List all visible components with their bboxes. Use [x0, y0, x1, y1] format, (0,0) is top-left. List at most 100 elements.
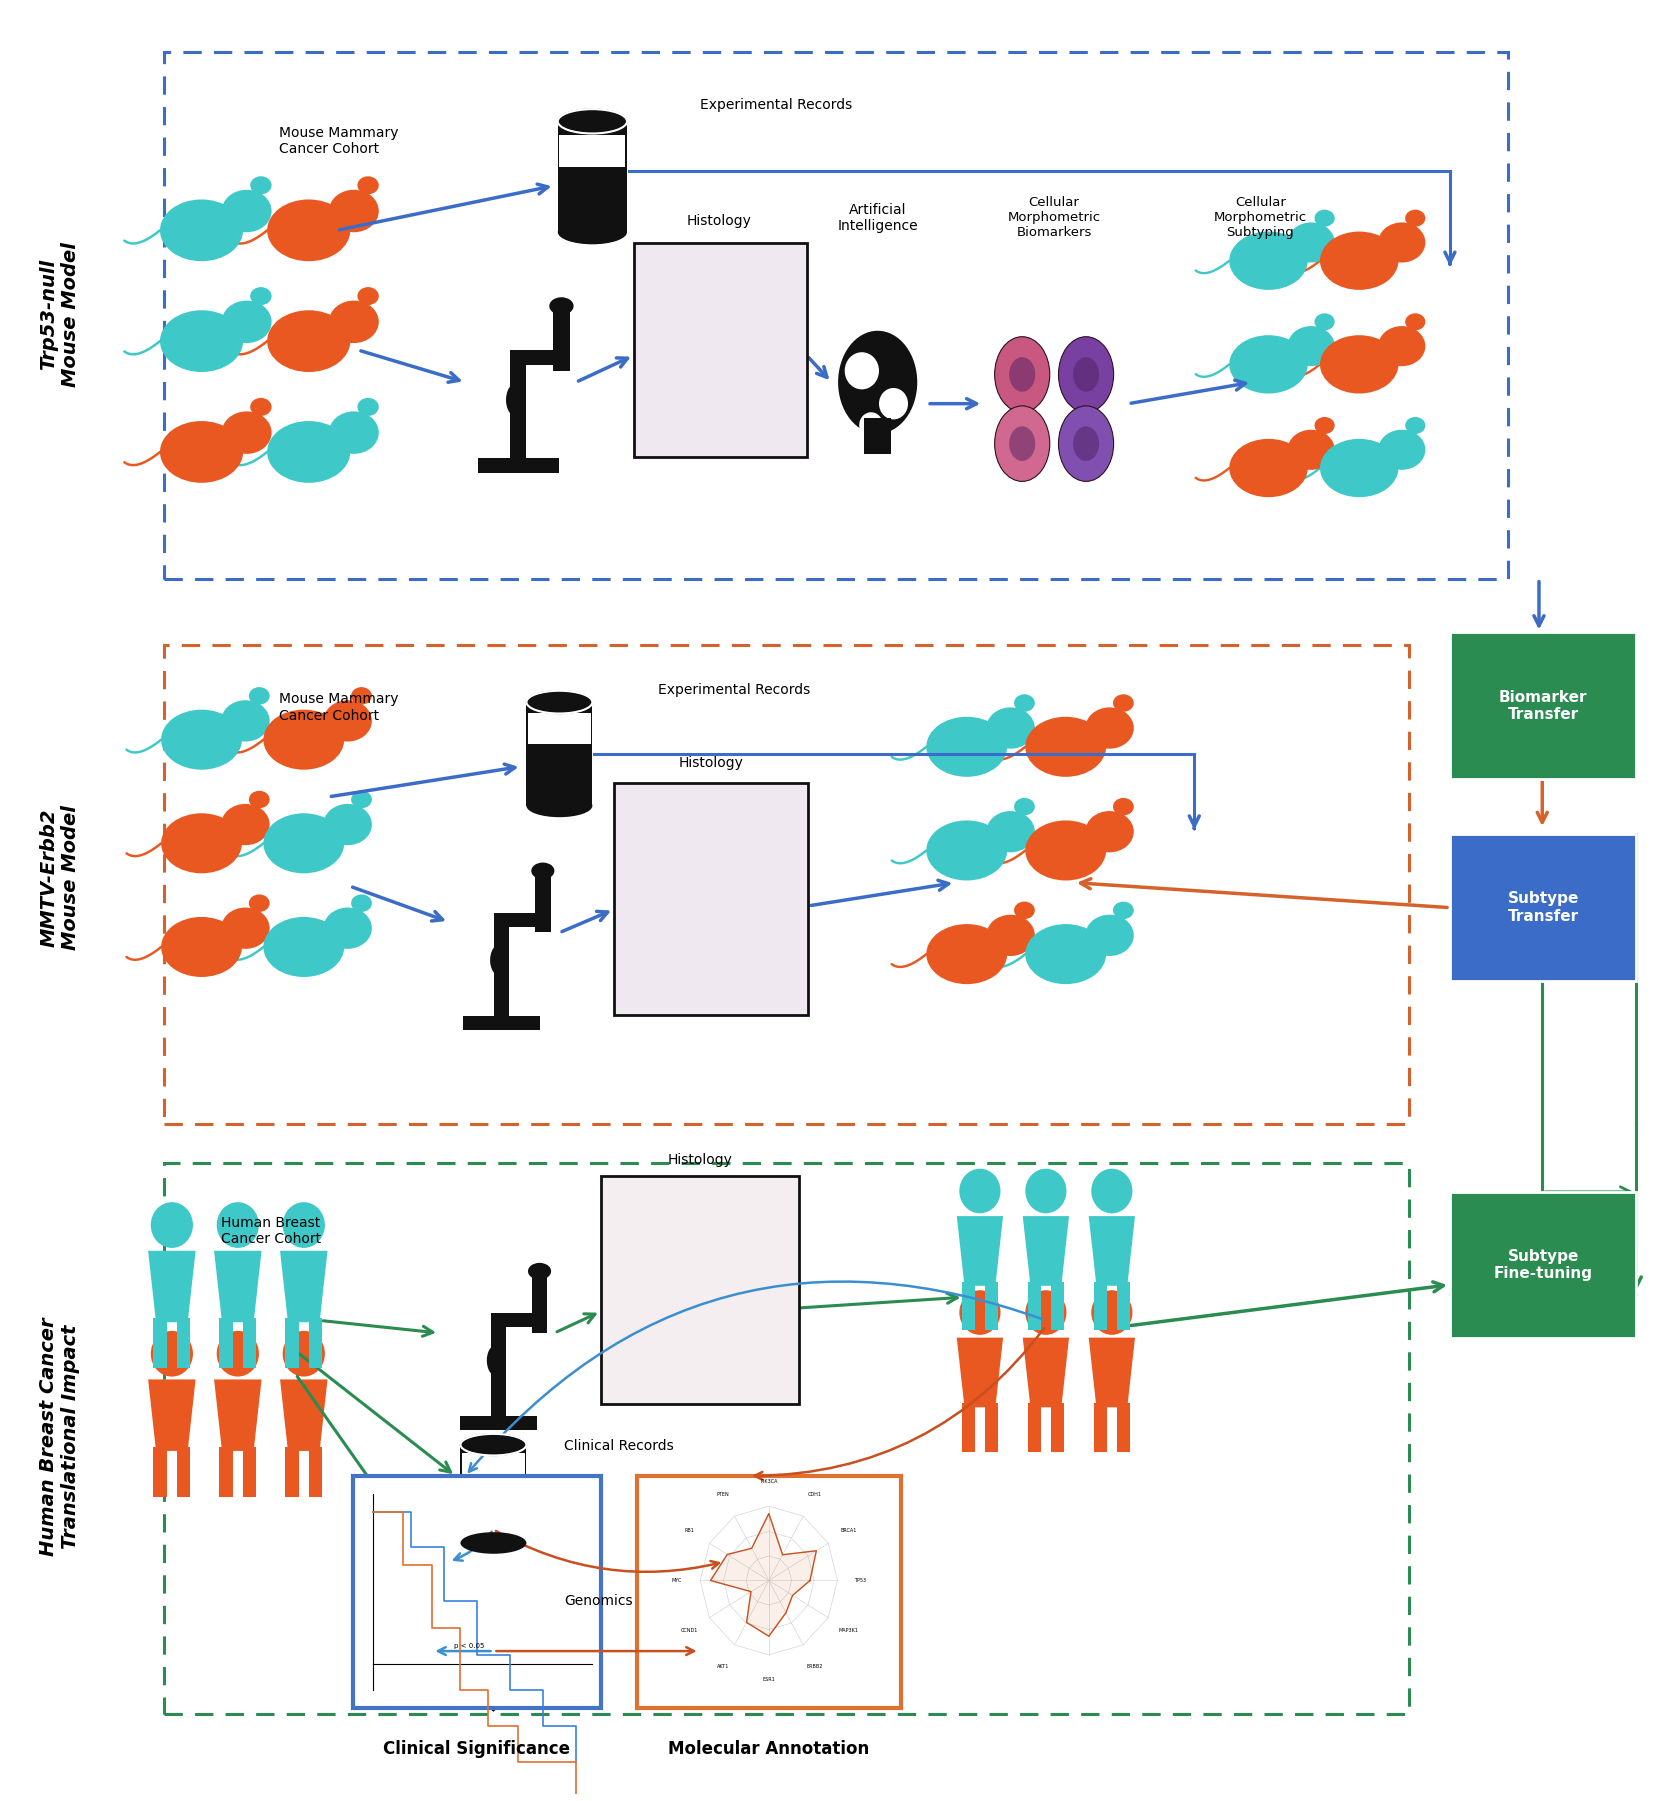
Ellipse shape	[1014, 902, 1034, 919]
Bar	[527, 702, 592, 805]
Ellipse shape	[329, 301, 379, 342]
Circle shape	[283, 1201, 324, 1248]
Ellipse shape	[1086, 708, 1134, 749]
Ellipse shape	[557, 220, 627, 245]
Ellipse shape	[268, 200, 351, 261]
Ellipse shape	[351, 791, 373, 809]
Ellipse shape	[506, 384, 526, 416]
Ellipse shape	[263, 710, 344, 769]
Polygon shape	[279, 1380, 328, 1452]
Bar	[178, 1446, 190, 1497]
Ellipse shape	[664, 382, 777, 425]
Text: MYC: MYC	[672, 1578, 682, 1583]
Bar	[1051, 1282, 1064, 1331]
Bar	[462, 1468, 526, 1484]
Text: Clinical Significance: Clinical Significance	[384, 1740, 570, 1758]
Circle shape	[151, 1331, 193, 1376]
Ellipse shape	[358, 398, 379, 416]
Ellipse shape	[358, 176, 379, 195]
Text: Subtype
Fine-tuning: Subtype Fine-tuning	[1493, 1248, 1593, 1281]
Ellipse shape	[1320, 335, 1399, 394]
Bar	[1028, 1282, 1041, 1331]
Ellipse shape	[1379, 223, 1425, 263]
Bar	[178, 1318, 190, 1369]
Ellipse shape	[1086, 915, 1134, 956]
Polygon shape	[1023, 1338, 1069, 1407]
Ellipse shape	[461, 1434, 527, 1455]
Ellipse shape	[160, 200, 243, 261]
Text: Experimental Records: Experimental Records	[659, 683, 810, 697]
Circle shape	[1026, 1169, 1066, 1214]
Ellipse shape	[1287, 430, 1335, 470]
Bar	[984, 1403, 998, 1452]
Bar	[220, 1446, 233, 1497]
Ellipse shape	[1405, 418, 1425, 434]
Circle shape	[880, 387, 908, 420]
Polygon shape	[956, 1216, 1003, 1286]
Ellipse shape	[221, 701, 269, 742]
Circle shape	[283, 1331, 324, 1376]
Circle shape	[1026, 1290, 1066, 1335]
Text: Histology: Histology	[687, 214, 752, 229]
Text: Molecular Annotation: Molecular Annotation	[669, 1740, 870, 1758]
Ellipse shape	[1086, 810, 1134, 852]
Bar	[153, 1446, 166, 1497]
Ellipse shape	[1379, 430, 1425, 470]
Ellipse shape	[625, 1205, 773, 1376]
Ellipse shape	[249, 895, 269, 911]
Ellipse shape	[329, 411, 379, 454]
Ellipse shape	[1320, 439, 1399, 497]
Bar	[984, 1282, 998, 1331]
Bar	[286, 1446, 298, 1497]
Ellipse shape	[358, 286, 379, 304]
Ellipse shape	[1379, 326, 1425, 366]
Ellipse shape	[249, 176, 271, 195]
Bar	[1094, 1282, 1106, 1331]
Ellipse shape	[160, 310, 243, 373]
Polygon shape	[710, 1513, 817, 1637]
Text: Cellular
Morphometric
Biomarkers: Cellular Morphometric Biomarkers	[1008, 196, 1101, 240]
Ellipse shape	[986, 810, 1034, 852]
Ellipse shape	[160, 421, 243, 483]
Ellipse shape	[1014, 693, 1034, 711]
Bar	[961, 1282, 975, 1331]
Ellipse shape	[1405, 209, 1425, 227]
Text: Trp53-null
Mouse Model: Trp53-null Mouse Model	[40, 241, 80, 387]
Bar	[532, 1273, 547, 1333]
Polygon shape	[956, 1338, 1003, 1407]
Bar	[865, 418, 891, 454]
Ellipse shape	[1287, 326, 1335, 366]
Text: Mouse Mammary
Cancer Cohort: Mouse Mammary Cancer Cohort	[279, 126, 399, 157]
Text: ERBB2: ERBB2	[807, 1664, 823, 1670]
Bar	[535, 873, 550, 933]
Ellipse shape	[161, 710, 241, 769]
Ellipse shape	[323, 803, 373, 845]
Ellipse shape	[249, 286, 271, 304]
Bar	[1450, 632, 1636, 780]
Text: Cellular
Morphometric
Subtyping: Cellular Morphometric Subtyping	[1214, 196, 1307, 240]
Ellipse shape	[557, 110, 627, 133]
Ellipse shape	[639, 812, 783, 985]
Bar	[559, 135, 625, 151]
Bar	[309, 1446, 323, 1497]
Text: RB1: RB1	[685, 1529, 695, 1533]
Ellipse shape	[249, 791, 269, 809]
Text: Mouse Mammary
Cancer Cohort: Mouse Mammary Cancer Cohort	[279, 692, 399, 722]
Circle shape	[1091, 1290, 1133, 1335]
Text: AKT1: AKT1	[717, 1664, 728, 1670]
Ellipse shape	[249, 688, 269, 704]
Text: Histology: Histology	[667, 1153, 732, 1167]
Ellipse shape	[161, 814, 241, 873]
Ellipse shape	[221, 908, 269, 949]
Ellipse shape	[221, 411, 271, 454]
Ellipse shape	[994, 405, 1049, 481]
Text: CDH1: CDH1	[808, 1491, 822, 1497]
Bar	[462, 1453, 526, 1470]
Ellipse shape	[1113, 693, 1134, 711]
Text: PIK3CA: PIK3CA	[760, 1479, 778, 1484]
Ellipse shape	[1026, 717, 1106, 776]
Ellipse shape	[221, 301, 271, 342]
Ellipse shape	[161, 917, 241, 976]
Circle shape	[845, 353, 880, 389]
Bar	[163, 52, 1508, 578]
